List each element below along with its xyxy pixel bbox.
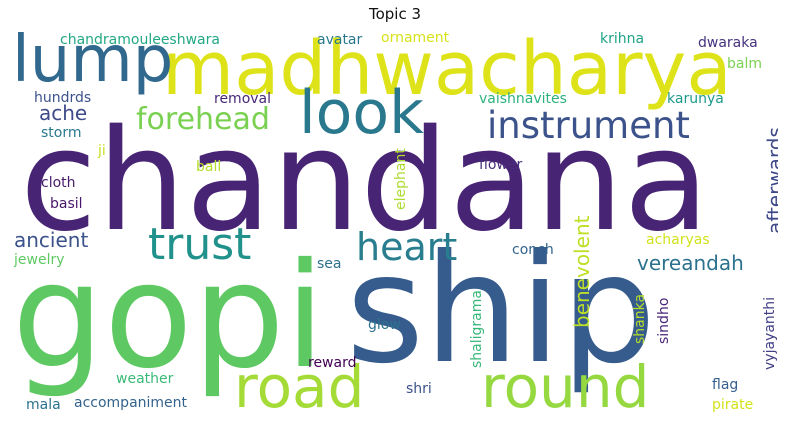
word-cloud: chandana gopi ship madhwacharya lump loo… <box>12 28 778 422</box>
word-ornament: ornament <box>381 30 450 46</box>
word-trust: trust <box>148 219 252 270</box>
word-round: round <box>481 353 650 421</box>
word-instrument: instrument <box>487 104 690 147</box>
word-storm: storm <box>41 125 82 141</box>
chart-title: Topic 3 <box>368 5 422 23</box>
word-dwaraka: dwaraka <box>698 35 758 51</box>
word-krihna: krihna <box>600 31 645 47</box>
word-removal: removal <box>214 91 272 107</box>
word-avatar: avatar <box>317 32 363 48</box>
word-accompaniment: accompaniment <box>74 395 188 411</box>
word-conch: conch <box>512 242 554 258</box>
word-jewelry: jewelry <box>14 252 65 268</box>
word-reward: reward <box>308 355 357 371</box>
word-madhwacharya: madhwacharya <box>162 28 732 112</box>
word-gopi: gopi <box>12 232 326 401</box>
word-ship: ship <box>346 223 657 397</box>
word-glow: glow <box>368 317 401 333</box>
word-afterwards: afterwards <box>763 127 778 234</box>
word-heart: heart <box>356 225 458 269</box>
word-sea: sea <box>317 256 342 272</box>
word-ball: ball <box>196 159 222 175</box>
word-acharyas: acharyas <box>646 232 710 248</box>
word-ancient: ancient <box>14 228 89 252</box>
word-flag: flag <box>712 377 739 393</box>
word-elephant: elephant <box>393 148 409 210</box>
word-basil: basil <box>50 196 83 212</box>
word-look: look <box>299 78 424 148</box>
word-lump: lump <box>12 28 174 97</box>
word-shaligrama: shaligrama <box>469 290 485 368</box>
word-karunya: karunya <box>667 91 724 107</box>
word-ache: ache <box>39 101 88 125</box>
word-vereandah: vereandah <box>637 251 744 275</box>
word-shri: shri <box>406 381 432 397</box>
word-road: road <box>234 353 365 421</box>
word-chandramouleeshwara: chandramouleeshwara <box>60 32 220 48</box>
word-forehead: forehead <box>136 102 270 137</box>
word-vyjayanthi: vyjayanthi <box>762 296 778 370</box>
word-ji: ji <box>98 143 106 159</box>
word-shanka: shanka <box>632 293 648 344</box>
word-pirate: pirate <box>712 397 754 413</box>
word-weather: weather <box>116 371 174 387</box>
word-balm: balm <box>727 56 762 72</box>
word-flower: flower <box>479 157 523 173</box>
word-benevolent: benevolent <box>570 215 594 328</box>
word-cloth: cloth <box>41 175 76 191</box>
word-vaishnavites: vaishnavites <box>479 91 567 107</box>
word-mala: mala <box>26 397 61 413</box>
word-sindho: sindho <box>656 297 672 344</box>
word-chandana: chandana <box>20 100 710 263</box>
word-hundrds: hundrds <box>34 90 92 106</box>
